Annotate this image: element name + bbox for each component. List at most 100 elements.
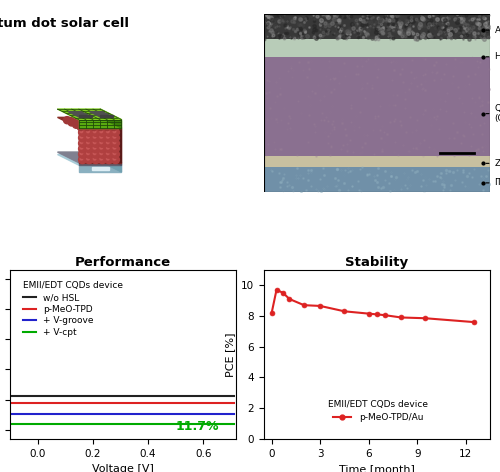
Circle shape	[78, 128, 86, 136]
Circle shape	[100, 141, 102, 143]
Circle shape	[113, 130, 116, 133]
Circle shape	[100, 152, 102, 154]
Circle shape	[113, 146, 116, 149]
Circle shape	[77, 124, 84, 131]
Circle shape	[94, 157, 96, 160]
Circle shape	[90, 117, 97, 124]
Circle shape	[85, 145, 93, 153]
Circle shape	[90, 124, 98, 131]
Circle shape	[85, 134, 93, 142]
Circle shape	[88, 119, 95, 126]
Text: HSL: HSL	[486, 52, 500, 61]
Circle shape	[106, 130, 109, 133]
Circle shape	[92, 151, 100, 158]
Circle shape	[94, 130, 96, 133]
Circle shape	[96, 117, 103, 124]
Polygon shape	[100, 154, 122, 172]
X-axis label: Time [month]: Time [month]	[339, 464, 414, 472]
Circle shape	[106, 152, 109, 154]
Polygon shape	[100, 152, 122, 165]
Circle shape	[100, 146, 102, 149]
Polygon shape	[68, 111, 92, 117]
Circle shape	[112, 139, 120, 147]
Circle shape	[92, 128, 100, 136]
Polygon shape	[100, 118, 122, 163]
Circle shape	[86, 121, 93, 128]
FancyBboxPatch shape	[264, 167, 490, 192]
Circle shape	[92, 121, 100, 128]
Circle shape	[78, 145, 86, 153]
Polygon shape	[79, 163, 122, 165]
Circle shape	[106, 135, 109, 138]
Circle shape	[98, 128, 106, 136]
Polygon shape	[92, 167, 108, 170]
Circle shape	[100, 157, 102, 160]
Circle shape	[112, 156, 120, 164]
Circle shape	[85, 128, 93, 136]
Circle shape	[94, 152, 96, 154]
FancyBboxPatch shape	[264, 156, 490, 167]
Circle shape	[100, 130, 102, 133]
Polygon shape	[79, 115, 92, 117]
Legend: w/o HSL, p-MeO-TPD, + V-groove, + V-cpt: w/o HSL, p-MeO-TPD, + V-groove, + V-cpt	[19, 278, 126, 341]
Polygon shape	[100, 115, 113, 117]
Polygon shape	[79, 120, 122, 128]
Circle shape	[112, 134, 120, 142]
Circle shape	[68, 119, 75, 126]
Circle shape	[113, 152, 116, 154]
Circle shape	[113, 141, 116, 143]
Circle shape	[105, 128, 113, 136]
Circle shape	[78, 139, 86, 147]
Circle shape	[80, 157, 83, 160]
Circle shape	[79, 121, 86, 128]
Circle shape	[78, 156, 86, 164]
Circle shape	[104, 124, 110, 131]
Circle shape	[112, 151, 120, 158]
Circle shape	[85, 156, 93, 164]
Y-axis label: PCE [%]: PCE [%]	[225, 332, 235, 377]
Circle shape	[85, 139, 93, 147]
Text: Ag electrodes: Ag electrodes	[486, 25, 500, 34]
FancyBboxPatch shape	[264, 57, 490, 156]
Polygon shape	[79, 165, 122, 172]
Circle shape	[86, 135, 90, 138]
Circle shape	[94, 141, 96, 143]
Circle shape	[84, 117, 90, 124]
Circle shape	[105, 151, 113, 158]
Text: 11.7%: 11.7%	[176, 420, 219, 433]
Circle shape	[100, 135, 102, 138]
Circle shape	[97, 124, 104, 131]
Circle shape	[112, 128, 120, 136]
Title: Stability: Stability	[345, 256, 408, 269]
Circle shape	[78, 151, 86, 158]
Circle shape	[112, 145, 120, 153]
Circle shape	[80, 141, 83, 143]
Circle shape	[92, 156, 100, 164]
Circle shape	[86, 130, 90, 133]
Circle shape	[105, 156, 113, 164]
Circle shape	[76, 117, 84, 124]
Circle shape	[86, 141, 90, 143]
FancyBboxPatch shape	[264, 14, 490, 39]
Title: Performance: Performance	[75, 256, 172, 269]
Polygon shape	[58, 154, 122, 165]
Polygon shape	[58, 118, 122, 128]
Circle shape	[94, 135, 96, 138]
Circle shape	[98, 134, 106, 142]
Circle shape	[101, 119, 108, 126]
Circle shape	[92, 134, 100, 142]
Circle shape	[113, 135, 116, 138]
Polygon shape	[58, 152, 122, 163]
Polygon shape	[79, 128, 122, 163]
Circle shape	[80, 135, 83, 138]
Circle shape	[113, 157, 116, 160]
Circle shape	[106, 141, 109, 143]
Circle shape	[78, 134, 86, 142]
Circle shape	[74, 119, 82, 126]
Circle shape	[72, 121, 80, 128]
Circle shape	[106, 157, 109, 160]
Text: Quantum dot
(QD): Quantum dot (QD)	[486, 104, 500, 123]
Circle shape	[99, 121, 106, 128]
Polygon shape	[90, 111, 113, 117]
Circle shape	[98, 151, 106, 158]
